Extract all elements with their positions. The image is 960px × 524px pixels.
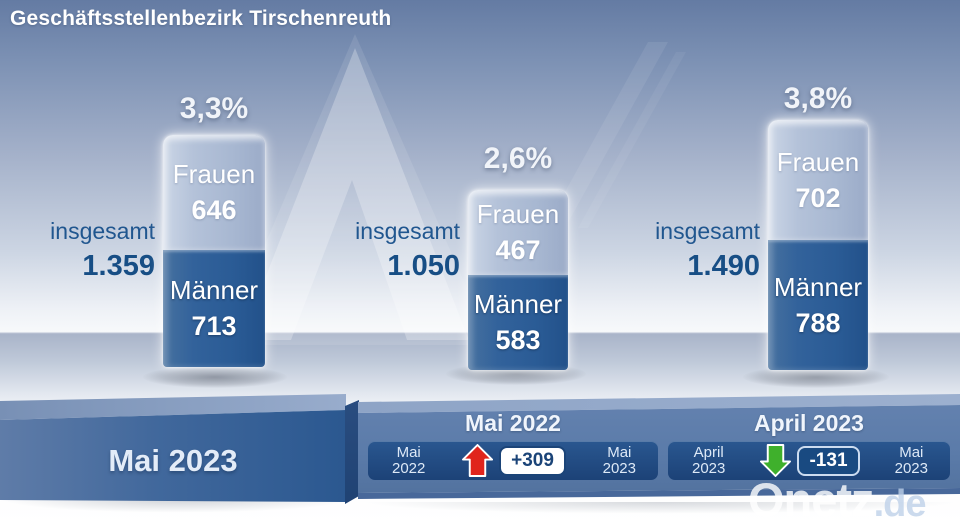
maenner-value: 788 (795, 307, 841, 338)
frauen-label: Frauen (172, 159, 256, 189)
total-value: 1.359 (82, 250, 155, 282)
maenner-segment: Männer 713 (163, 250, 265, 367)
total-block: insgesamt 1.359 (15, 218, 155, 283)
comparison-change: -131 (760, 444, 860, 477)
stacked-bar-april-2023: Frauen 702 Männer 788 (768, 120, 868, 370)
frauen-segment: Frauen 467 (468, 190, 568, 275)
stacked-bar-mai-2022: Frauen 467 Männer 583 (468, 190, 568, 370)
maenner-label: Männer (169, 275, 259, 305)
comparison-from-date: Mai 2022 (392, 443, 426, 477)
frauen-value: 702 (795, 182, 841, 213)
frauen-segment: Frauen 702 (768, 120, 868, 240)
panel-bottom-edge (358, 488, 960, 499)
total-caption: insgesamt (355, 218, 460, 244)
comparison-from-date: April 2023 (692, 443, 726, 477)
maenner-label: Männer (773, 271, 863, 302)
comparison-change: +309 (462, 444, 566, 477)
current-month-ribbon: Mai 2023 (0, 394, 346, 504)
frauen-label: Frauen (776, 146, 860, 177)
current-month-label: Mai 2023 (108, 443, 238, 478)
rate-label: 3,3% (179, 92, 249, 125)
bar-shadow (143, 366, 287, 388)
rate-label: 2,6% (483, 142, 553, 175)
panel-shadow (360, 502, 960, 514)
frauen-value: 646 (191, 195, 237, 225)
total-value: 1.490 (687, 250, 760, 282)
frauen-segment: Frauen 646 (163, 135, 265, 250)
change-value-badge: +309 (499, 445, 566, 476)
page-title: Geschäftsstellenbezirk Tirschenreuth (10, 7, 392, 30)
stacked-bar-mai-2023: Frauen 646 Männer 713 (163, 135, 265, 367)
maenner-label: Männer (473, 289, 563, 319)
rate-label: 3,8% (783, 82, 853, 115)
total-block: insgesamt 1.490 (620, 218, 760, 283)
total-caption: insgesamt (655, 218, 760, 244)
decrease-arrow-icon (760, 444, 792, 477)
frauen-label: Frauen (476, 199, 560, 229)
comparison-header-mai-2022: Mai 2022 (465, 410, 561, 436)
comparison-to-date: Mai 2023 (602, 443, 636, 477)
comparison-to-date: Mai 2023 (894, 443, 928, 477)
total-block: insgesamt 1.050 (320, 218, 460, 283)
change-value-badge: -131 (797, 445, 860, 476)
maenner-value: 583 (495, 325, 541, 355)
bar-shadow (743, 366, 889, 388)
watermark-tld: .de (873, 483, 927, 524)
frauen-value: 467 (495, 235, 541, 265)
ribbon-fold-edge (345, 400, 359, 504)
ribbon-shadow (0, 499, 352, 513)
maenner-segment: Männer 583 (468, 275, 568, 370)
total-value: 1.050 (387, 250, 460, 282)
onetz-watermark: Onetz .de (748, 472, 927, 524)
watermark-name: Onetz (748, 473, 875, 524)
total-caption: insgesamt (50, 218, 155, 244)
comparison-header-april-2023: April 2023 (754, 410, 864, 436)
ribbon-face (0, 410, 346, 502)
comparison-row-april-2023: April 2023 -131 Mai 2023 (668, 441, 950, 480)
comparison-row-mai-2022: Mai 2022 +309 Mai 2023 (368, 441, 658, 480)
maenner-segment: Männer 788 (768, 240, 868, 370)
increase-arrow-icon (462, 444, 494, 477)
maenner-value: 713 (191, 311, 237, 341)
